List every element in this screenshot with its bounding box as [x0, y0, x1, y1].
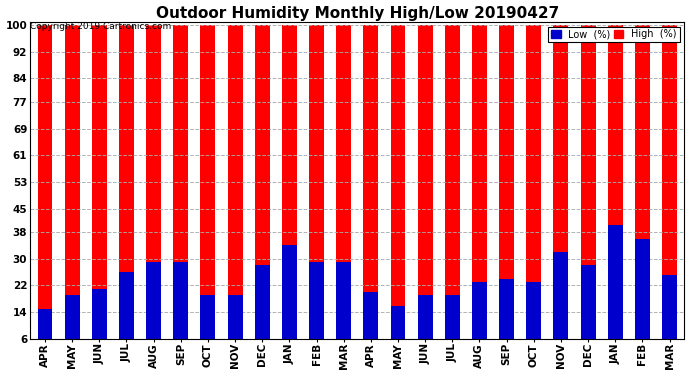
- Bar: [580, 25, 595, 359]
- Bar: [92, 289, 107, 359]
- Title: Outdoor Humidity Monthly High/Low 20190427: Outdoor Humidity Monthly High/Low 201904…: [156, 6, 559, 21]
- Bar: [228, 296, 243, 359]
- Bar: [336, 262, 351, 359]
- Bar: [146, 262, 161, 359]
- Bar: [364, 25, 378, 359]
- Bar: [92, 25, 107, 359]
- Bar: [472, 282, 487, 359]
- Bar: [255, 266, 270, 359]
- Bar: [526, 282, 541, 359]
- Bar: [662, 276, 677, 359]
- Bar: [499, 25, 514, 359]
- Bar: [309, 25, 324, 359]
- Bar: [391, 25, 406, 359]
- Bar: [65, 296, 79, 359]
- Bar: [580, 266, 595, 359]
- Bar: [119, 272, 134, 359]
- Bar: [417, 25, 433, 359]
- Bar: [173, 262, 188, 359]
- Bar: [472, 25, 487, 359]
- Bar: [553, 25, 569, 359]
- Bar: [309, 262, 324, 359]
- Bar: [608, 225, 622, 359]
- Bar: [282, 25, 297, 359]
- Bar: [445, 25, 460, 359]
- Bar: [445, 296, 460, 359]
- Bar: [553, 252, 569, 359]
- Bar: [37, 309, 52, 359]
- Bar: [391, 306, 406, 359]
- Bar: [282, 245, 297, 359]
- Bar: [119, 25, 134, 359]
- Legend: Low  (%), High  (%): Low (%), High (%): [548, 27, 680, 42]
- Bar: [364, 292, 378, 359]
- Bar: [662, 25, 677, 359]
- Bar: [228, 25, 243, 359]
- Bar: [608, 25, 622, 359]
- Text: Copyright 2019 Cartronics.com: Copyright 2019 Cartronics.com: [30, 22, 171, 31]
- Bar: [37, 25, 52, 359]
- Bar: [635, 239, 650, 359]
- Bar: [336, 25, 351, 359]
- Bar: [201, 25, 215, 359]
- Bar: [417, 296, 433, 359]
- Bar: [499, 279, 514, 359]
- Bar: [635, 25, 650, 359]
- Bar: [201, 296, 215, 359]
- Bar: [526, 25, 541, 359]
- Bar: [146, 25, 161, 359]
- Bar: [65, 25, 79, 359]
- Bar: [173, 25, 188, 359]
- Bar: [255, 25, 270, 359]
